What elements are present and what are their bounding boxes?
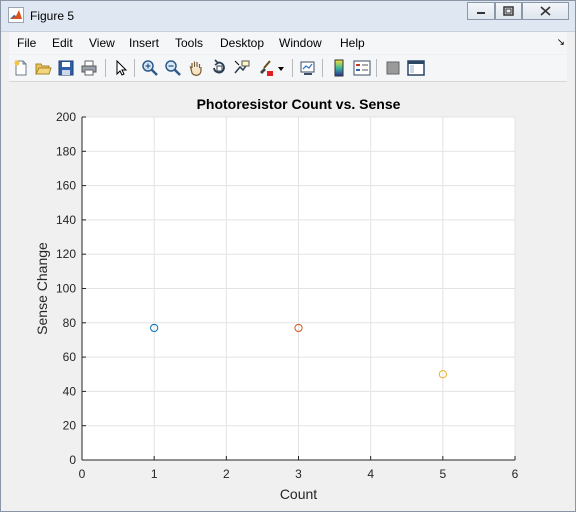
x-axis-label: Count [280,486,317,502]
x-tick-labels: 0 1 2 3 4 5 6 [79,467,519,481]
menu-tools[interactable]: Tools [175,36,204,50]
menu-window[interactable]: Window [279,36,322,50]
y-axis-label: Sense Change [34,242,50,335]
menu-file[interactable]: File [17,36,37,50]
data-point-marker [438,370,447,379]
x-tick-label: 5 [439,467,446,481]
y-tick-label: 200 [56,110,76,124]
scatter-plot[interactable]: 0 1 2 3 4 5 6 0 20 40 60 80 100 120 140 160 180 200 Phot… [9,82,567,505]
figure-canvas: 0 1 2 3 4 5 6 0 20 40 60 80 100 120 140 160 180 200 Phot… [9,82,567,505]
x-tick-label: 0 [79,467,86,481]
title-bar[interactable]: Figure 5 [1,1,575,32]
edit-plot-arrow-icon[interactable] [112,59,130,77]
toolbar-separator [134,59,135,77]
zoom-out-icon[interactable] [164,59,182,77]
dock-arrow-icon[interactable]: ↘ [556,37,565,48]
y-tick-labels: 0 20 40 60 80 100 120 140 160 180 200 [56,110,76,467]
menu-desktop[interactable]: Desktop [220,36,265,50]
x-tick-label: 2 [223,467,230,481]
data-points [150,323,447,379]
close-button[interactable] [522,2,569,20]
print-icon[interactable] [80,59,98,77]
data-cursor-icon[interactable] [233,59,251,77]
tick-marks [81,116,516,461]
pan-hand-icon[interactable] [187,59,205,77]
rotate-3d-icon[interactable] [210,59,228,77]
minimize-icon [477,12,485,14]
zoom-in-icon[interactable] [141,59,159,77]
insert-colorbar-icon[interactable] [330,59,348,77]
y-tick-label: 0 [69,453,76,467]
x-tick-label: 6 [512,467,519,481]
open-file-icon[interactable] [34,59,52,77]
minimize-button[interactable] [467,2,495,20]
y-tick-label: 40 [63,384,77,398]
x-tick-label: 4 [367,467,374,481]
maximize-button[interactable] [495,2,522,20]
y-tick-label: 160 [56,179,76,193]
data-point-marker [294,323,303,333]
hide-plot-tools-icon[interactable] [384,59,402,77]
menu-insert[interactable]: Insert [129,36,160,50]
show-plot-tools-icon[interactable] [407,59,425,77]
brush-dropdown-icon[interactable] [276,59,286,77]
save-icon[interactable] [57,59,75,77]
y-tick-label: 120 [56,247,76,261]
x-tick-label: 1 [151,467,158,481]
toolbar-separator [376,59,377,77]
data-point-marker [150,323,159,333]
menu-edit[interactable]: Edit [52,36,73,50]
toolbar-separator [292,59,293,77]
menu-help[interactable]: Help [340,36,365,50]
y-tick-label: 60 [63,350,77,364]
toolbar-separator [322,59,323,77]
window-title: Figure 5 [30,9,75,23]
chart-title: Photoresistor Count vs. Sense [197,96,401,112]
new-figure-icon[interactable] [12,59,30,77]
menu-bar: File Edit View Insert Tools Desktop Wind… [9,32,567,54]
x-tick-label: 3 [295,467,302,481]
y-tick-label: 140 [56,213,76,227]
close-icon [540,6,551,16]
figure-toolbar [9,55,567,82]
matlab-icon [8,7,24,23]
brush-icon[interactable] [256,59,274,77]
y-tick-label: 80 [63,316,77,330]
link-plot-icon[interactable] [299,59,317,77]
y-tick-label: 20 [63,419,77,433]
toolbar-separator [105,59,106,77]
maximize-icon [503,6,514,16]
y-tick-label: 100 [56,282,76,296]
y-tick-label: 180 [56,144,76,158]
menu-view[interactable]: View [89,36,115,50]
insert-legend-icon[interactable] [353,59,371,77]
